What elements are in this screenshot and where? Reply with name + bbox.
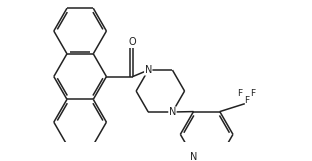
Text: O: O: [129, 37, 137, 47]
Text: F: F: [244, 96, 249, 105]
Text: N: N: [169, 107, 176, 117]
Text: F: F: [251, 89, 256, 98]
Text: N: N: [190, 152, 197, 161]
Text: F: F: [237, 89, 242, 98]
Text: N: N: [144, 65, 152, 75]
